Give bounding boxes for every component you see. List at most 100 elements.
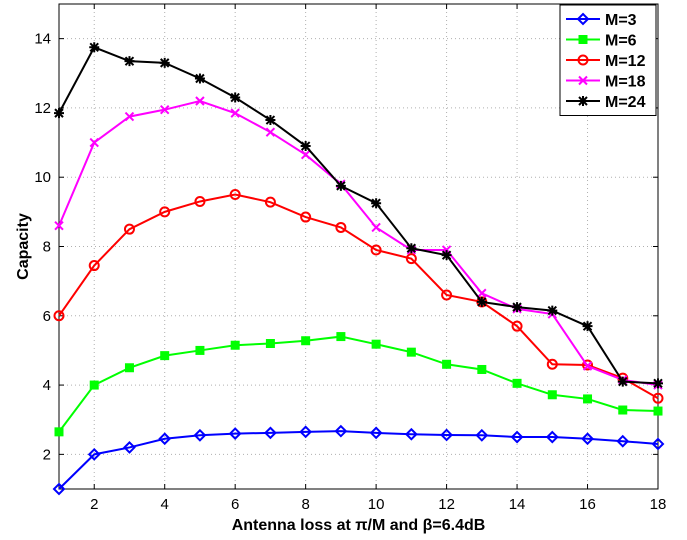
y-tick-label: 12 [34,100,51,117]
legend-label: M=24 [605,94,646,111]
series-group [52,42,665,496]
data-point [265,115,276,126]
legend-marker [578,75,588,86]
data-point [89,42,100,53]
data-point [228,427,242,440]
data-point [230,108,240,118]
x-tick-label: 8 [301,496,309,513]
data-point [441,250,452,261]
data-point [160,351,170,361]
data-point [440,428,454,442]
legend-box [559,4,657,116]
data-point [371,339,381,349]
data-point [510,430,524,444]
data-point [53,310,65,322]
data-point [653,406,663,416]
legend-entry: M=6 [566,33,637,50]
legend: M=3 M=6 M=12 M=18 M=24 [559,4,657,116]
legend-entry: M=24 [566,94,646,111]
data-point [370,244,382,256]
data-point [265,339,275,348]
data-point [475,428,489,442]
data-point [581,432,594,446]
data-point [653,378,663,389]
data-point [617,376,628,387]
x-tick-label: 18 [650,496,667,513]
legend-label: M=12 [605,53,646,70]
data-point [406,347,416,357]
data-point [616,434,630,448]
data-point [264,196,276,208]
y-axis-label: Capacity [15,213,32,280]
series-line [58,46,659,385]
data-point [582,359,594,371]
data-point [477,288,487,298]
data-point [582,361,593,371]
data-point [193,428,207,442]
data-point [87,447,101,461]
data-point [89,380,99,390]
legend-label: M=3 [605,12,637,29]
data-point [124,56,135,67]
x-tick-label: 16 [579,496,596,513]
data-point [618,405,628,415]
data-point [52,482,66,496]
data-point [336,332,346,342]
data-point [159,57,170,68]
legend-marker [577,54,589,66]
data-point [89,137,99,148]
data-point [229,189,241,201]
data-point [547,305,558,316]
legend-marker [576,12,590,26]
data-point [300,211,312,223]
data-point [652,392,664,404]
data-point [158,432,172,446]
data-point [54,108,64,119]
data-point [54,221,64,231]
series-line [58,99,659,387]
legend-marker [578,35,588,44]
series-m-24 [54,42,663,389]
legend-label: M=6 [605,33,637,50]
legend-marker [578,96,588,106]
series-line [58,335,659,433]
series-line [58,193,659,400]
data-point [547,390,557,400]
data-point [335,180,346,191]
data-point [124,111,135,122]
data-point [477,364,487,374]
legend-entry: M=3 [566,12,637,29]
x-tick-label: 12 [438,496,455,513]
series-m-12 [53,189,664,404]
axis-ticks: 2 4 6 8 10 12 14 16 18 2 4 6 8 10 12 14 [34,4,666,513]
data-point [124,363,134,373]
data-point [123,441,136,454]
y-tick-label: 6 [43,308,51,325]
data-point [405,253,417,265]
x-axis-label: Antenna loss at π/M and β=6.4dB [232,517,486,534]
data-point [88,260,100,272]
data-point [441,289,453,301]
data-point [583,394,593,404]
data-point [369,426,383,440]
x-tick-label: 2 [90,496,98,513]
data-point [159,206,171,218]
data-point [230,340,240,350]
data-point [442,359,452,369]
legend-label: M=18 [605,74,646,91]
legend-entry: M=18 [566,74,646,91]
y-tick-label: 8 [43,239,51,256]
data-point [512,302,523,313]
data-point [371,222,381,233]
data-point [230,92,241,103]
series-m-18 [54,96,663,390]
y-tick-label: 2 [43,446,51,463]
data-point [263,426,277,440]
data-point [404,427,418,441]
data-point [545,430,559,444]
series-line [58,430,659,490]
data-point [476,296,487,307]
x-tick-label: 4 [161,496,169,513]
y-tick-label: 10 [34,169,51,186]
x-tick-label: 6 [231,496,239,513]
